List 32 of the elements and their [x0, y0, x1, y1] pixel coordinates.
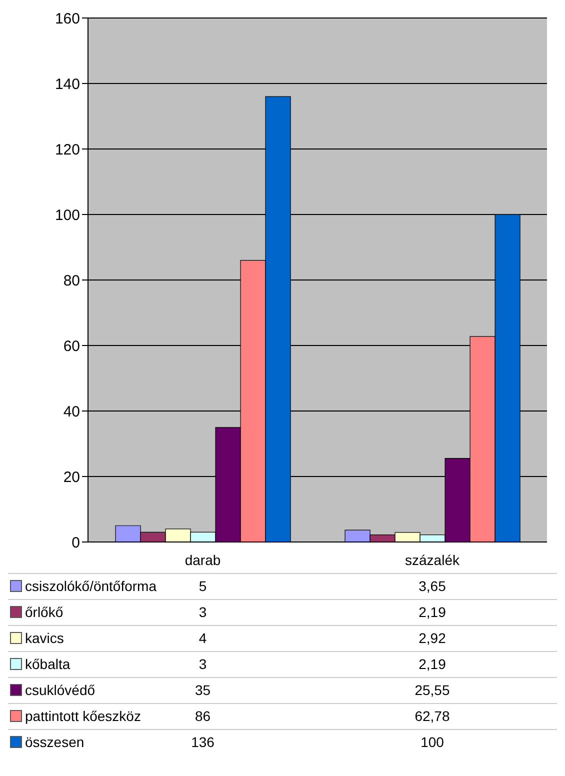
y-tick-label: 100: [54, 206, 80, 224]
legend-label: kőbalta: [24, 656, 70, 672]
y-tick-label: 40: [63, 403, 80, 420]
y-tick-label: 120: [54, 141, 80, 158]
y-tick-label: 140: [54, 76, 80, 93]
data-label: 3: [198, 656, 208, 672]
x-tick-label: százalék: [404, 552, 460, 568]
legend-label: összesen: [24, 734, 84, 750]
data-label: 62,78: [414, 708, 451, 724]
data-label: 2,19: [418, 656, 447, 672]
data-label: 25,55: [414, 682, 451, 698]
y-tick-label: 20: [63, 468, 80, 486]
data-label: 2,19: [418, 604, 447, 620]
y-tick-label: 0: [72, 534, 80, 552]
legend-label: őrlőkő: [24, 604, 64, 620]
legend-label: pattintott kőeszköz: [24, 708, 141, 724]
data-label: 2,92: [418, 630, 447, 646]
legend-label: kavics: [24, 630, 64, 646]
data-label: 100: [420, 734, 445, 750]
legend-label: csuklóvédő: [24, 682, 96, 698]
y-tick-label: 80: [63, 272, 80, 290]
data-label: 86: [194, 708, 212, 724]
x-tick-label: darab: [184, 552, 222, 568]
data-label: 3,65: [418, 578, 447, 594]
data-label: 4: [198, 630, 208, 646]
y-tick-label: 160: [54, 10, 80, 28]
data-label: 136: [190, 734, 216, 750]
y-tick-label: 60: [63, 338, 80, 355]
data-label: 35: [194, 682, 212, 698]
data-label: 5: [198, 578, 208, 594]
legend-label: csiszolókő/öntőforma: [24, 578, 157, 594]
data-label: 3: [198, 604, 208, 620]
